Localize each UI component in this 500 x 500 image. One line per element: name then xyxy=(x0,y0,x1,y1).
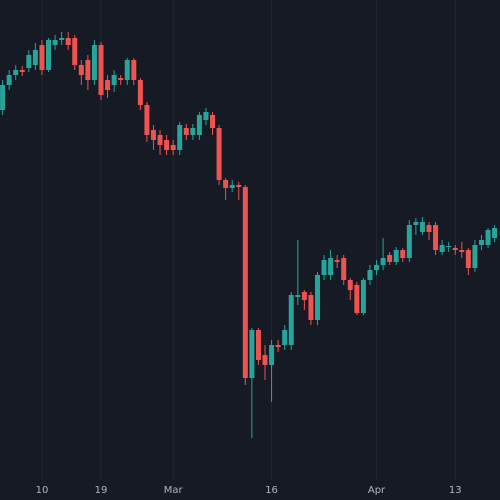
candle-body xyxy=(144,105,150,135)
candle-body xyxy=(485,230,491,245)
candle-body xyxy=(91,45,97,80)
candle-body xyxy=(164,140,170,150)
candle-body xyxy=(72,38,78,65)
candle-body xyxy=(236,185,242,187)
candle-body xyxy=(105,80,111,90)
candle-body xyxy=(288,295,294,345)
candle-body xyxy=(124,60,130,80)
candle-body xyxy=(334,260,340,262)
candle-body xyxy=(347,280,353,290)
candle-body xyxy=(269,345,275,365)
candle-body xyxy=(354,285,360,313)
candle-body xyxy=(419,222,425,232)
candle-body xyxy=(472,245,478,268)
candle-body xyxy=(32,50,38,65)
x-tick-label: 16 xyxy=(265,485,278,496)
candle-body xyxy=(131,60,137,80)
x-tick-label: Mar xyxy=(164,485,184,496)
candle-body xyxy=(374,265,380,270)
candle-body xyxy=(387,255,393,262)
candle-body xyxy=(46,40,52,70)
candle-body xyxy=(52,40,58,45)
candle-body xyxy=(321,260,327,275)
candle-body xyxy=(380,258,386,265)
candle-body xyxy=(465,250,471,268)
candle-body xyxy=(275,345,281,347)
candle-body xyxy=(210,115,216,128)
candle-body xyxy=(13,70,19,75)
candle-body xyxy=(433,225,439,250)
candle-body xyxy=(65,38,71,45)
x-tick-label: 13 xyxy=(449,485,462,496)
candle-body xyxy=(98,45,104,95)
candle-body xyxy=(295,295,301,297)
candle-body xyxy=(6,75,12,85)
candle-body xyxy=(150,130,156,140)
candle-body xyxy=(282,330,288,345)
candle-body xyxy=(393,250,399,262)
candle-body xyxy=(413,222,419,225)
candle-body xyxy=(328,258,334,275)
candle-body xyxy=(203,112,209,120)
candle-body xyxy=(360,280,366,313)
candle-body xyxy=(459,250,465,252)
candle-body xyxy=(170,145,176,150)
candle-body xyxy=(183,128,189,135)
candle-body xyxy=(0,85,6,110)
candle-body xyxy=(426,225,432,232)
candle-body xyxy=(85,60,91,80)
candle-body xyxy=(478,240,484,245)
time-axis: 10 19 Mar 16 Apr 13 xyxy=(36,485,462,496)
candle-body xyxy=(301,292,307,300)
candle-body xyxy=(406,225,412,258)
candle-body xyxy=(492,228,498,238)
candles xyxy=(0,32,498,438)
candle-body xyxy=(400,250,406,258)
candle-body xyxy=(78,65,84,75)
candle-body xyxy=(157,135,163,145)
candle-body xyxy=(341,258,347,280)
candle-body xyxy=(229,185,235,188)
candle-body xyxy=(242,187,248,378)
candle-body xyxy=(262,355,268,365)
candle-body xyxy=(26,55,32,68)
candle-body xyxy=(118,78,124,80)
candle-body xyxy=(177,125,183,150)
candle-body xyxy=(137,80,143,105)
candle-body xyxy=(223,180,229,188)
candle-body xyxy=(446,246,452,247)
x-tick-label: 19 xyxy=(95,485,108,496)
x-tick-label: Apr xyxy=(368,485,386,496)
candle-body xyxy=(196,115,202,135)
candle-body xyxy=(308,295,314,320)
candle-body xyxy=(216,128,222,180)
candle-body xyxy=(39,45,45,70)
candle-body xyxy=(314,275,320,320)
candle-body xyxy=(255,330,261,360)
candle-body xyxy=(190,128,196,135)
candle-body xyxy=(367,270,373,280)
candle-body xyxy=(439,245,445,252)
candle-body xyxy=(59,38,65,40)
candle-body xyxy=(19,70,25,72)
candle-body xyxy=(111,75,117,85)
candle-body xyxy=(249,330,255,378)
candle-body xyxy=(452,248,458,250)
x-tick-label: 10 xyxy=(36,485,49,496)
